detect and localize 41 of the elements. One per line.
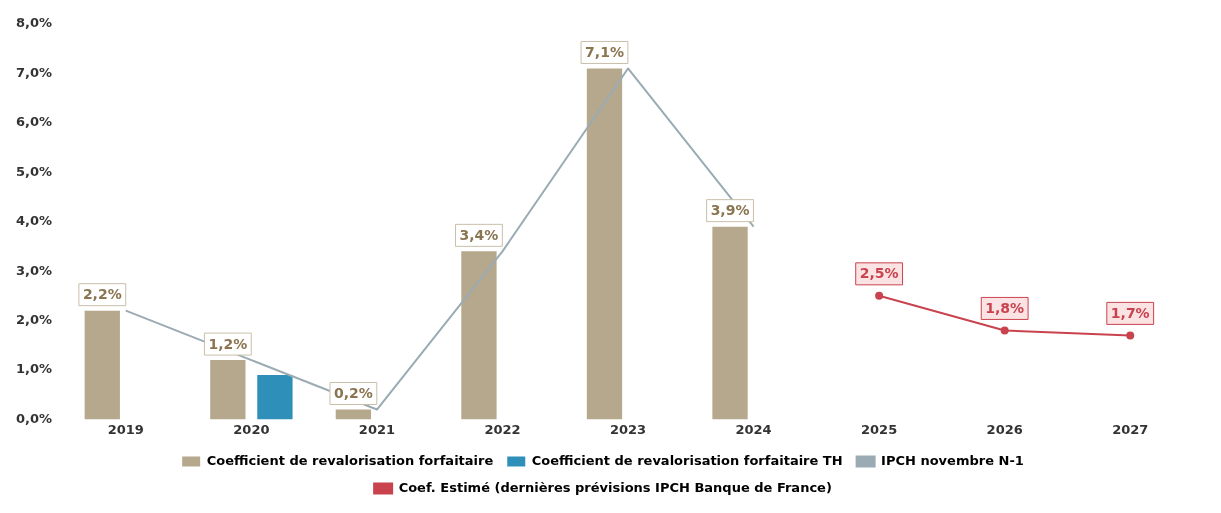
bar (257, 374, 293, 420)
x-tick-label: 2023 (609, 421, 647, 437)
x-tick-label: 2021 (358, 421, 396, 437)
bar (461, 251, 497, 420)
x-tick-label: 2026 (986, 421, 1023, 437)
x-tick-label: 2024 (735, 421, 772, 437)
legend-label: IPCH novembre N-1 (881, 452, 1024, 468)
bar (335, 409, 372, 420)
y-tick-label: 7,0% (15, 64, 53, 80)
bar (210, 360, 246, 420)
bar (586, 68, 623, 420)
y-tick-label: 1,0% (15, 361, 53, 377)
point (1000, 326, 1009, 335)
bar (84, 310, 120, 420)
data-label: 2,5% (859, 265, 899, 282)
x-tick-label: 2025 (861, 421, 898, 437)
y-tick-label: 2,0% (15, 311, 53, 327)
y-tick-label: 0,0% (15, 410, 53, 426)
y-tick-label: 5,0% (15, 163, 53, 179)
y-tick-label: 6,0% (15, 114, 53, 130)
data-label: 7,1% (585, 44, 624, 61)
data-label: 1,2% (208, 335, 248, 352)
x-tick-label: 2022 (484, 421, 521, 437)
x-tick-label: 2027 (1112, 421, 1149, 437)
data-label: 1,8% (985, 300, 1025, 317)
data-label: 3,9% (710, 202, 750, 219)
data-label: 2,2% (82, 286, 122, 303)
data-label: 3,4% (459, 227, 499, 243)
bar (712, 226, 748, 420)
y-tick-label: 8,0% (15, 15, 53, 31)
legend-label: Coefficient de revalorisation forfaitaire TH (531, 452, 843, 468)
y-tick-label: 3,0% (15, 262, 53, 278)
point (875, 291, 884, 300)
data-label: 1,7% (1110, 305, 1150, 322)
legend-label: Coefficient de revalorisation forfaitaire (206, 452, 494, 468)
x-tick-label: 2019 (107, 421, 144, 437)
y-tick-label: 4,0% (15, 213, 53, 229)
x-tick-label: 2020 (233, 421, 270, 437)
point (1126, 331, 1135, 340)
data-label: 0,2% (333, 385, 373, 402)
legend-label: Coef. Estimé (dernières prévisions IPCH Banque de France) (398, 479, 832, 495)
